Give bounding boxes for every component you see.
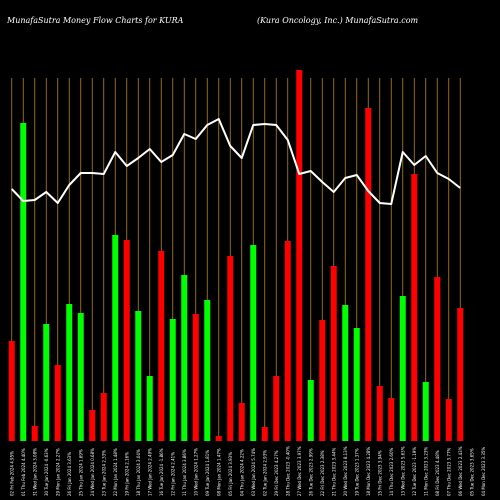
bar [319, 320, 326, 441]
x-tick-labels: 02 Fri Feb 2024 4.95% 01 Thu Feb 2024 4.4… [9, 446, 486, 496]
bar [227, 256, 234, 441]
bar [445, 399, 452, 441]
bar [31, 426, 38, 441]
bar [54, 365, 61, 441]
bar [250, 245, 257, 441]
bar [169, 319, 176, 441]
x-tick-label: 12 Fri Jan 2024 2.41% [170, 452, 175, 496]
chart-subtitle: (Kura Oncology, Inc.) MunafaSutra.com [257, 16, 419, 25]
bar [135, 311, 142, 441]
bar [204, 300, 211, 441]
bar [215, 436, 222, 441]
x-tick-label: 18 Mon Dec 2023 4.28% [366, 447, 371, 496]
bar [158, 251, 165, 441]
x-tick-label: 31 Wed Jan 2024 3.08% [32, 448, 37, 496]
x-tick-label: 21 Thu Dec 2023 3.44% [331, 447, 336, 496]
x-tick-label: 15 Fri Dec 2023 3.94% [377, 450, 382, 496]
bar [100, 393, 107, 441]
x-tick-label: 11 Thu Jan 2024 3.86% [182, 449, 187, 496]
x-tick-label: 29 Fri Dec 2023 4.27% [274, 450, 279, 496]
bar [353, 328, 360, 441]
x-tick-label: 13 Wed Dec 2023 5.63% [400, 446, 405, 496]
x-tick-label: 02 Fri Feb 2024 4.95% [9, 451, 14, 496]
bar [8, 341, 15, 441]
x-tick-label: 05 Fri Jan 2024 3.93% [228, 452, 233, 496]
bar [422, 382, 429, 441]
bar [112, 235, 119, 441]
x-tick-label: 06 Wed Dec 2023 2.43% [458, 446, 463, 496]
x-tick-label: 03 Wed Jan 2024 5.74% [251, 448, 256, 496]
bar [273, 376, 280, 441]
bar [342, 305, 349, 441]
bar-series [8, 70, 464, 441]
x-tick-label: 01 Thu Feb 2024 4.40% [21, 448, 26, 496]
x-tick-label: 26 Tue Dec 2023 2.99% [308, 448, 313, 496]
bar [261, 427, 268, 441]
bar [284, 241, 291, 441]
bar [20, 123, 27, 441]
x-tick-label: 02 Tue Jan 2024 2.93% [262, 450, 267, 496]
chart-title: MunafaSutra Money Flow Charts for KURA [6, 16, 184, 25]
bar [66, 304, 73, 441]
x-tick-label: 19 Fri Jan 2024 2.16% [124, 452, 129, 496]
x-tick-label: 25 Thu Jan 2024 1.69% [78, 449, 83, 496]
x-tick-label: 17 Wed Jan 2024 2.49% [147, 448, 152, 496]
x-tick-label: 24 Wed Jan 2024 0.68% [90, 448, 95, 496]
x-tick-label: 04 Thu Jan 2024 4.22% [239, 449, 244, 496]
bar [388, 398, 395, 441]
bar [43, 324, 50, 441]
money-flow-line [11, 118, 461, 205]
x-tick-label: 10 Wed Jan 2024 1.27% [193, 448, 198, 496]
x-tick-label: 08 Fri Dec 2023 4.48% [435, 450, 440, 496]
x-tick-label: 29 Mon Jan 2024 2.27% [55, 448, 60, 496]
bar [330, 266, 337, 441]
bar [365, 108, 372, 441]
x-tick-label: 05 Tue Dec 2023 3.65% [469, 448, 474, 496]
x-tick-label: 20 Wed Dec 2023 8.13% [343, 446, 348, 496]
x-tick-label: 22 Fri Dec 2023 2.38% [320, 450, 325, 496]
x-tick-label: 18 Thu Jan 2024 3.04% [136, 449, 141, 496]
bar [457, 308, 464, 441]
bar [146, 376, 153, 441]
bar [307, 380, 314, 441]
bar [434, 277, 441, 441]
x-tick-label: 19 Tue Dec 2023 1.37% [354, 448, 359, 496]
x-tick-label: 30 Tue Jan 2024 -0.63% [44, 448, 49, 496]
x-tick-label: 22 Mon Jan 2024 1.48% [113, 448, 118, 496]
x-tick-label: 09 Tue Jan 2024 1.81% [205, 450, 210, 496]
x-tick-label: 16 Tue Jan 2024 -1.86% [159, 448, 164, 496]
x-tick-label: 23 Tue Jan 2024 2.33% [101, 450, 106, 496]
bar [192, 314, 199, 441]
bar [411, 174, 418, 441]
x-tick-label: 26 Fri Jan 2024 3.63% [67, 452, 72, 496]
bar [89, 410, 96, 441]
bar [399, 296, 406, 441]
bar [123, 240, 130, 441]
x-tick-label: 08 Mon Jan 2024 1.47% [216, 448, 221, 496]
bar [296, 70, 303, 441]
bar [376, 386, 383, 441]
bar [238, 403, 245, 441]
x-tick-label: 04 Mon Dec 2023 3.35% [481, 447, 486, 496]
x-tick-label: 27 Wed Dec 2023 3.97% [297, 446, 302, 496]
bar [181, 275, 188, 441]
x-tick-label: 07 Thu Dec 2023 3.77% [446, 447, 451, 496]
x-tick-label: 11 Mon Dec 2023 3.23% [423, 447, 428, 496]
bar [77, 313, 84, 441]
x-tick-label: 28 Thu Dec 2023 -0.40% [285, 446, 290, 496]
x-tick-label: 14 Thu Dec 2023 2.60% [389, 447, 394, 496]
x-tick-label: 12 Tue Dec 2023 -1.19% [412, 447, 417, 496]
